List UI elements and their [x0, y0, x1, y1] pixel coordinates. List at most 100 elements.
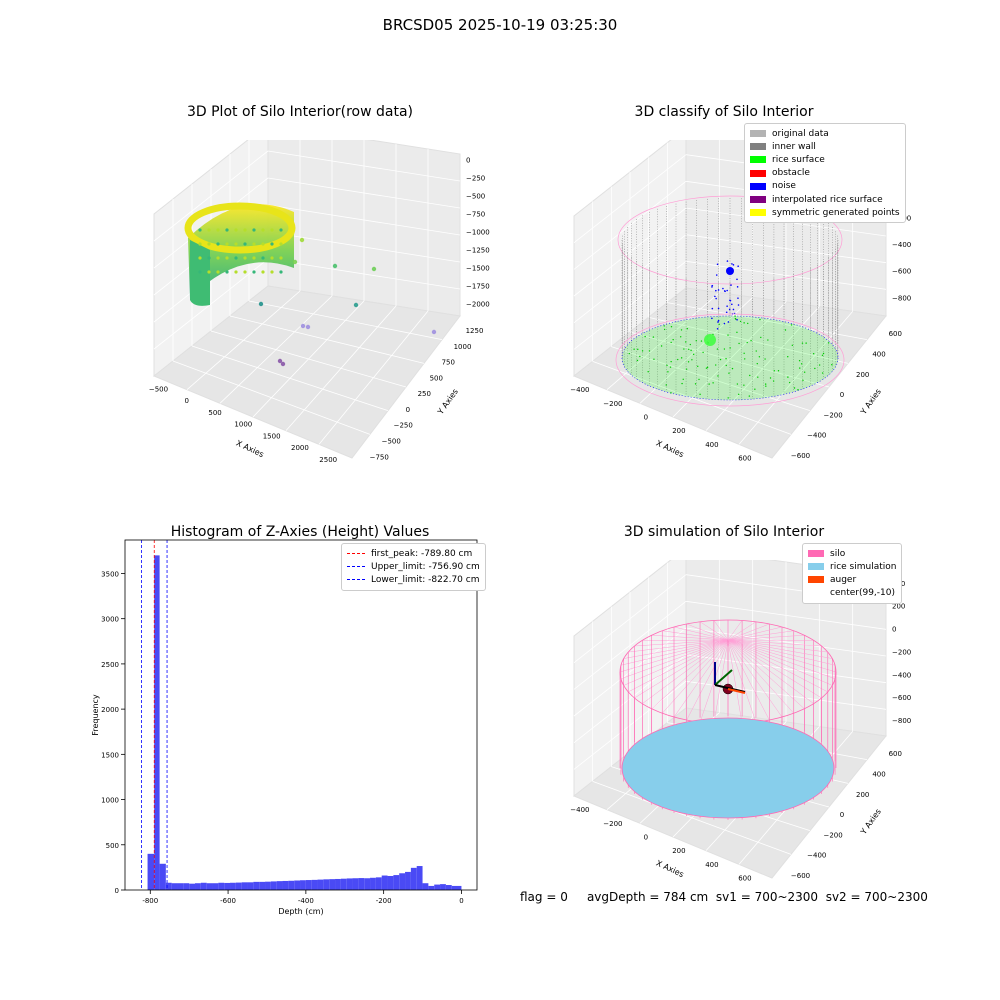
- y-tick-label: 3500: [101, 570, 119, 578]
- scan-point: [270, 228, 273, 231]
- rice-surface-point: [787, 376, 788, 377]
- rice-surface-point: [681, 357, 682, 358]
- histogram-bar: [306, 880, 312, 890]
- scan-point: [225, 242, 228, 245]
- histogram-bar: [148, 854, 155, 890]
- outlier-point: [333, 264, 337, 268]
- x-tick-label: −400: [570, 806, 589, 814]
- noise-point: [724, 290, 726, 292]
- legend-entry: rice surface: [750, 153, 900, 166]
- rice-surface-point: [653, 336, 654, 337]
- rice-surface-point: [720, 359, 721, 360]
- scan-point: [225, 256, 228, 259]
- y-tick-label: 1250: [466, 327, 484, 335]
- histogram-bar: [440, 884, 446, 890]
- rice-surface-point: [653, 358, 654, 359]
- histogram-legend: first_peak: -789.80 cm Upper_limit: -756.…: [341, 543, 486, 591]
- histogram-bar: [259, 882, 265, 890]
- z-tick-label: −1750: [466, 282, 490, 290]
- classify-legend: original data inner wall rice surface obsta…: [744, 123, 906, 223]
- rice-surface-point: [666, 365, 667, 366]
- histogram-bar: [411, 868, 417, 890]
- rice-surface-point: [794, 387, 795, 388]
- histogram-bar: [423, 883, 429, 890]
- noise-point: [714, 296, 716, 298]
- rice-surface-point: [785, 329, 786, 330]
- sv2-text: sv2 = 700~2300: [826, 890, 928, 904]
- rice-surface-point: [717, 348, 718, 349]
- histogram-bar: [201, 883, 207, 890]
- histogram-bar: [300, 880, 306, 890]
- histogram-bar: [224, 883, 230, 890]
- histogram-bar: [294, 881, 300, 890]
- rice-surface-point: [734, 315, 735, 316]
- scan-point: [207, 228, 210, 231]
- x-tick-label: 600: [738, 454, 751, 462]
- rice-surface-point: [691, 359, 692, 360]
- histogram-bar: [446, 885, 452, 890]
- z-tick-label: 0: [466, 156, 470, 164]
- z-tick-label: −1250: [466, 246, 490, 254]
- x-tick-label: -200: [376, 897, 392, 905]
- y-tick-label: 1000: [101, 797, 119, 805]
- histogram-bar: [253, 882, 259, 890]
- rice-surface-point: [670, 392, 671, 393]
- legend-entry: auger: [808, 573, 896, 586]
- noise-point: [715, 290, 717, 292]
- noise-point: [724, 323, 726, 325]
- rice-surface-point: [799, 367, 800, 368]
- z-tick-label: −2000: [466, 300, 490, 308]
- rice-surface-point: [687, 328, 688, 329]
- histogram-bar: [288, 881, 294, 890]
- rice-surface-point: [672, 339, 673, 340]
- z-tick-label: −1000: [466, 228, 490, 236]
- histogram-bar: [283, 881, 289, 890]
- y-tick-label: 500: [106, 842, 119, 850]
- legend-swatch: [750, 209, 766, 216]
- z-tick-label: −800: [892, 294, 911, 302]
- histogram-bar: [364, 878, 370, 890]
- rice-surface-point: [749, 375, 750, 376]
- rice-surface-point: [649, 350, 650, 351]
- outlier-point: [306, 325, 310, 329]
- scan-point: [261, 256, 264, 259]
- histogram-bar: [341, 879, 347, 890]
- rice-surface-point: [690, 350, 691, 351]
- y-tick-label: 250: [418, 390, 431, 398]
- y-tick-label: −200: [823, 831, 842, 839]
- rice-surface-point: [729, 347, 730, 348]
- noise-point: [736, 278, 738, 280]
- noise-point: [729, 309, 731, 311]
- rice-surface-point: [732, 368, 733, 369]
- rice-surface-point: [759, 356, 760, 357]
- x-tick-label: 1000: [234, 421, 252, 429]
- rice-surface-point: [778, 370, 779, 371]
- rice-surface-point: [743, 353, 744, 354]
- rice-surface-point: [681, 383, 682, 384]
- noise-point: [737, 286, 739, 288]
- rice-surface-point: [637, 349, 638, 350]
- y-tick-label: 200: [856, 791, 869, 799]
- outlier-point: [259, 302, 263, 306]
- rice-simulation-surface: [622, 718, 834, 818]
- legend-line-swatch: [347, 579, 365, 580]
- x-axis-label: Depth (cm): [278, 907, 323, 916]
- x-tick-label: −200: [603, 820, 622, 828]
- rice-surface-point: [644, 336, 645, 337]
- noise-point: [736, 319, 738, 321]
- rice-surface-point: [717, 375, 718, 376]
- z-tick-label: −750: [466, 210, 485, 218]
- histogram-bar: [358, 878, 364, 890]
- z-tick-label: −400: [892, 241, 911, 249]
- y-tick-label: 1500: [101, 751, 119, 759]
- histogram-bar: [207, 883, 213, 890]
- rice-surface-point: [667, 371, 668, 372]
- scan-point: [279, 228, 282, 231]
- rice-surface-point: [666, 384, 667, 385]
- histogram-bar: [236, 883, 242, 890]
- legend-entry: Upper_limit: -756.90 cm: [347, 560, 480, 573]
- rice-surface-point: [822, 372, 823, 373]
- scan-point: [198, 242, 201, 245]
- rice-surface-point: [813, 353, 814, 354]
- noise-point: [726, 311, 728, 313]
